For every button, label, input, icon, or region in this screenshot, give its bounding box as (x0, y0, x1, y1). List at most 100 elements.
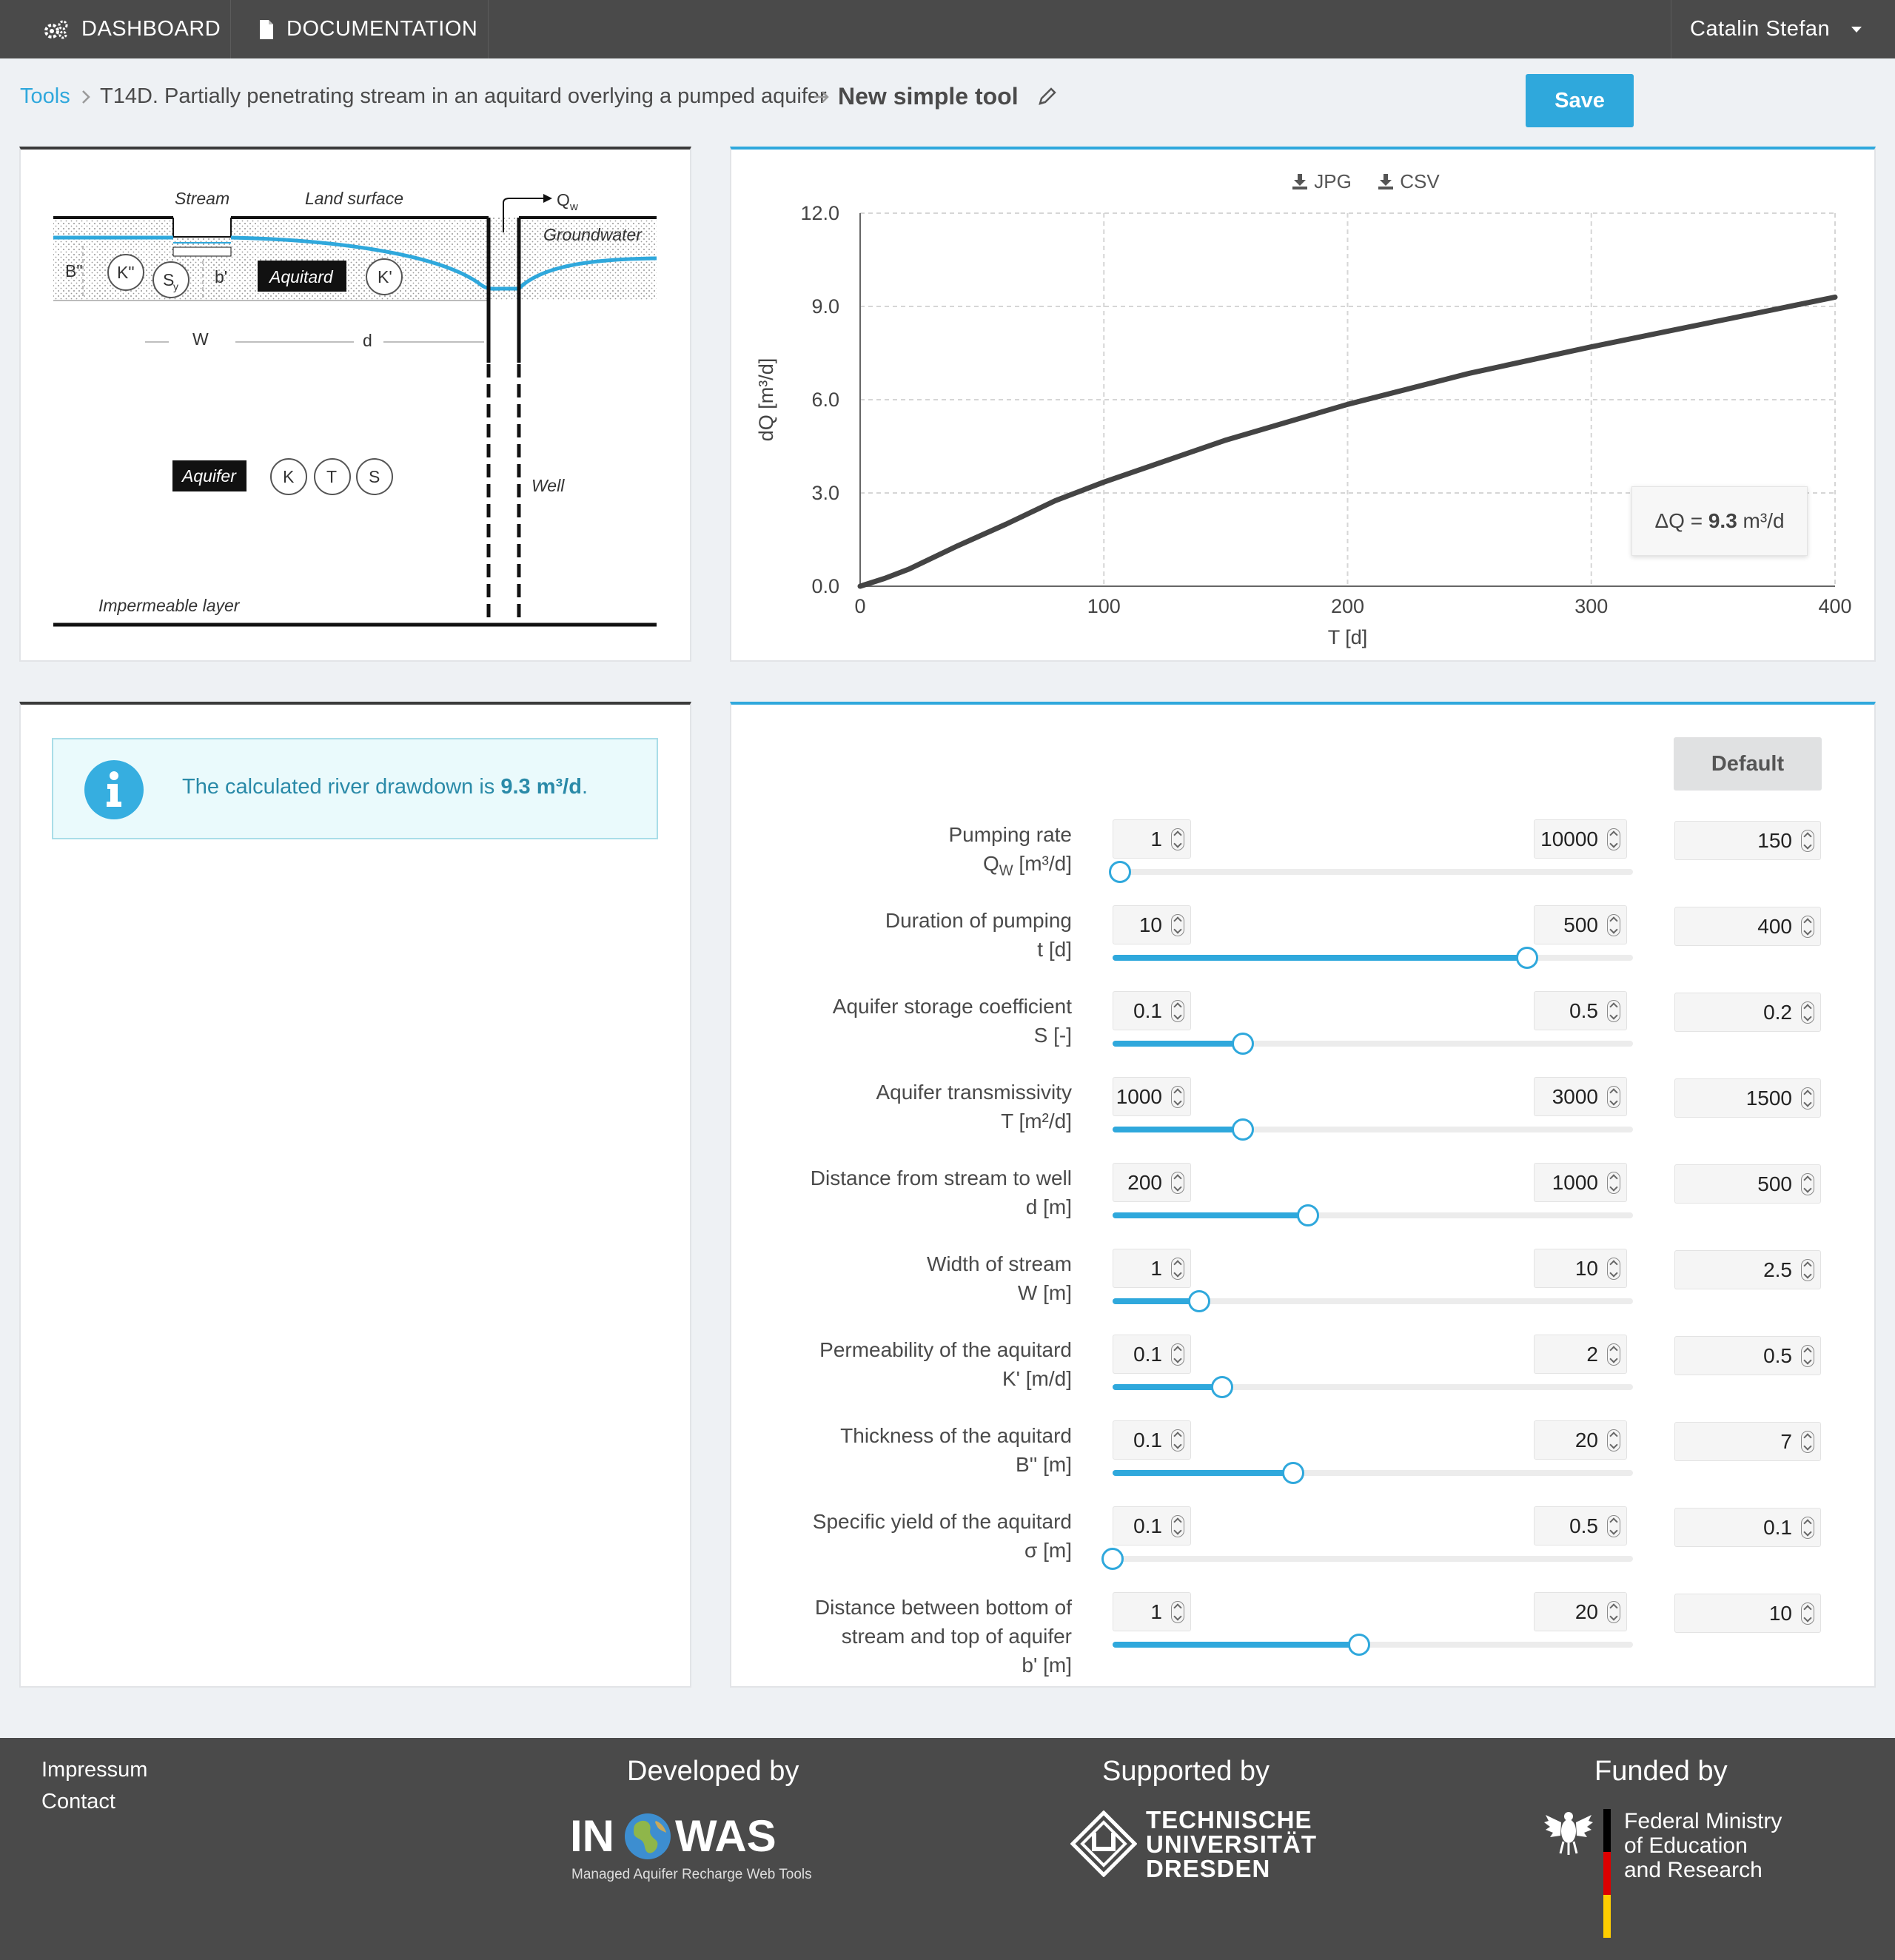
tu-dresden-logo[interactable]: TECHNISCHE UNIVERSITÄT DRESDEN (1070, 1808, 1316, 1882)
param-slider[interactable] (1113, 1462, 1633, 1484)
save-button[interactable]: Save (1526, 74, 1634, 127)
param-slider[interactable] (1113, 1376, 1633, 1398)
param-slider[interactable] (1113, 1033, 1633, 1055)
spinner-icon[interactable] (1171, 1172, 1184, 1194)
spinner-icon[interactable] (1607, 914, 1620, 936)
slider-handle[interactable] (1348, 1634, 1371, 1656)
param-min-input[interactable]: 0.1 (1113, 1420, 1191, 1460)
spinner-icon[interactable] (1607, 1343, 1620, 1366)
param-max-input[interactable]: 500 (1534, 905, 1627, 944)
spinner-icon[interactable] (1801, 1087, 1814, 1110)
param-min-input[interactable]: 200 (1113, 1163, 1191, 1202)
spinner-icon[interactable] (1801, 916, 1814, 938)
footer-impressum-link[interactable]: Impressum (41, 1758, 148, 1782)
nav-documentation[interactable]: DOCUMENTATION (258, 0, 477, 58)
label-b1: b' (215, 267, 227, 286)
nav-dashboard[interactable]: DASHBOARD (43, 0, 221, 58)
spinner-icon[interactable] (1801, 1517, 1814, 1539)
param-symbol: W [m] (1017, 1281, 1072, 1304)
param-max-input[interactable]: 0.5 (1534, 1506, 1627, 1545)
footer-contact-link[interactable]: Contact (41, 1790, 115, 1813)
param-value-input[interactable]: 500 (1674, 1164, 1821, 1204)
param-value-input[interactable]: 1500 (1674, 1078, 1821, 1118)
slider-handle[interactable] (1231, 1033, 1254, 1055)
slider-handle[interactable] (1188, 1290, 1211, 1312)
bmbf-logo[interactable]: Federal Ministry of Education and Resear… (1544, 1809, 1782, 1938)
spinner-icon[interactable] (1607, 1000, 1620, 1022)
param-min-input[interactable]: 0.1 (1113, 1506, 1191, 1545)
x-tick-label: 100 (1087, 595, 1121, 617)
param-slider[interactable] (1113, 1204, 1633, 1226)
param-min-input[interactable]: 1000 (1113, 1077, 1191, 1116)
slider-handle[interactable] (1281, 1462, 1304, 1484)
param-slider[interactable] (1113, 947, 1633, 969)
spinner-icon[interactable] (1801, 830, 1814, 852)
param-slider[interactable] (1101, 1548, 1633, 1570)
param-slider[interactable] (1113, 1634, 1633, 1656)
spinner-icon[interactable] (1607, 1429, 1620, 1451)
param-min-input-text: 0.1 (1133, 999, 1162, 1022)
spinner-icon[interactable] (1171, 914, 1184, 936)
inowas-logo-was: WAS (675, 1811, 777, 1861)
slider-handle[interactable] (1101, 1548, 1124, 1570)
param-max-input[interactable]: 10 (1534, 1249, 1627, 1288)
param-max-input[interactable]: 1000 (1534, 1163, 1627, 1202)
spinner-icon[interactable] (1607, 828, 1620, 850)
breadcrumb-tools-link[interactable]: Tools (20, 84, 70, 108)
param-max-input[interactable]: 20 (1534, 1420, 1627, 1460)
param-min-input[interactable]: 1 (1113, 1249, 1191, 1288)
param-value-input[interactable]: 7 (1674, 1422, 1821, 1461)
spinner-icon[interactable] (1171, 828, 1184, 850)
param-slider[interactable] (1109, 861, 1633, 883)
spinner-icon[interactable] (1607, 1258, 1620, 1280)
spinner-icon[interactable] (1801, 1173, 1814, 1195)
slider-handle[interactable] (1515, 947, 1538, 969)
param-max-input[interactable]: 0.5 (1534, 991, 1627, 1030)
spinner-icon[interactable] (1607, 1515, 1620, 1537)
spinner-icon[interactable] (1801, 1001, 1814, 1024)
param-value-input[interactable]: 0.5 (1674, 1336, 1821, 1375)
spinner-icon[interactable] (1801, 1345, 1814, 1367)
param-min-input[interactable]: 0.1 (1113, 991, 1191, 1030)
spinner-icon[interactable] (1171, 1343, 1184, 1366)
slider-handle[interactable] (1231, 1118, 1254, 1141)
param-value-input[interactable]: 150 (1674, 821, 1821, 860)
slider-handle[interactable] (1296, 1204, 1319, 1226)
param-slider[interactable] (1113, 1118, 1633, 1141)
param-slider[interactable] (1113, 1290, 1633, 1312)
param-value-input[interactable]: 400 (1674, 907, 1821, 946)
param-value-input[interactable]: 10 (1674, 1594, 1821, 1633)
param-value-input[interactable]: 2.5 (1674, 1250, 1821, 1289)
param-min-input[interactable]: 1 (1113, 819, 1191, 859)
export-jpg[interactable]: JPG (1291, 170, 1352, 193)
spinner-icon[interactable] (1171, 1429, 1184, 1451)
spinner-icon[interactable] (1171, 1515, 1184, 1537)
param-max-input-text: 0.5 (1569, 999, 1598, 1022)
param-min-input[interactable]: 0.1 (1113, 1335, 1191, 1374)
param-max-input[interactable]: 20 (1534, 1592, 1627, 1631)
export-csv[interactable]: CSV (1377, 170, 1440, 193)
spinner-icon[interactable] (1171, 1258, 1184, 1280)
slider-handle[interactable] (1211, 1376, 1234, 1398)
param-max-input[interactable]: 2 (1534, 1335, 1627, 1374)
inowas-logo[interactable]: IN WAS Managed Aquifer Recharge Web Tool… (570, 1810, 836, 1885)
spinner-icon[interactable] (1801, 1431, 1814, 1453)
spinner-icon[interactable] (1607, 1172, 1620, 1194)
spinner-icon[interactable] (1171, 1000, 1184, 1022)
spinner-icon[interactable] (1607, 1601, 1620, 1623)
param-value-input[interactable]: 0.1 (1674, 1508, 1821, 1547)
user-menu[interactable]: Catalin Stefan (1690, 0, 1862, 58)
pencil-icon[interactable] (1036, 87, 1057, 107)
slider-handle[interactable] (1109, 861, 1132, 883)
spinner-icon[interactable] (1801, 1259, 1814, 1281)
param-value-input[interactable]: 0.2 (1674, 993, 1821, 1032)
spinner-icon[interactable] (1607, 1086, 1620, 1108)
param-max-input[interactable]: 10000 (1534, 819, 1627, 859)
spinner-icon[interactable] (1171, 1601, 1184, 1623)
default-button[interactable]: Default (1674, 737, 1822, 791)
param-min-input[interactable]: 1 (1113, 1592, 1191, 1631)
spinner-icon[interactable] (1171, 1086, 1184, 1108)
spinner-icon[interactable] (1801, 1602, 1814, 1625)
param-max-input[interactable]: 3000 (1534, 1077, 1627, 1116)
param-min-input[interactable]: 10 (1113, 905, 1191, 944)
